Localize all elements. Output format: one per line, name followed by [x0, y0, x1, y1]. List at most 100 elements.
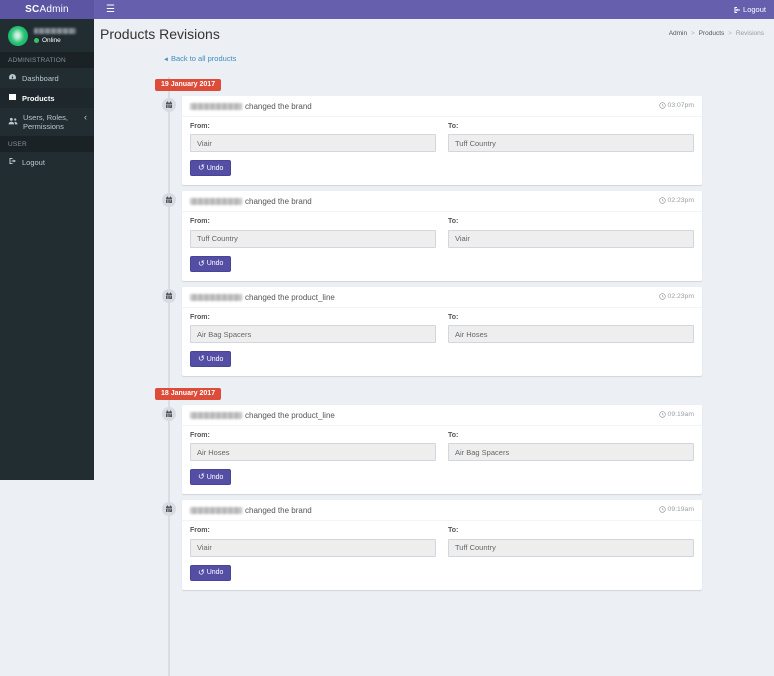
revision-panel: changed the product_line 09:19am From: To: ↺…: [182, 404, 702, 494]
undo-button[interactable]: ↺ Undo: [190, 160, 232, 176]
timestamp: 09:19am: [658, 411, 694, 418]
app-logo-rest: Admin: [39, 4, 69, 15]
sidebar-section-header: ADMINISTRATION: [0, 52, 94, 68]
revision-header: changed the product_line 02:23pm: [182, 287, 702, 308]
top-navbar: SC Admin ☰ Logout: [0, 0, 774, 19]
revision-body: From: To:: [182, 426, 702, 461]
action-text: changed the product_line: [245, 292, 335, 302]
calendar-icon: [162, 193, 176, 207]
calendar-icon: [162, 502, 176, 516]
sidebar-item-label: Dashboard: [22, 73, 59, 83]
user-status: Online: [34, 37, 76, 44]
revision-item: changed the brand 09:19am From: To: ↺Undo: [162, 500, 702, 590]
timeline-line: [168, 77, 170, 676]
revision-panel: changed the brand 09:19am From: To: ↺Undo: [182, 500, 702, 590]
undo-button[interactable]: ↺ Undo: [190, 351, 232, 367]
from-input[interactable]: [190, 443, 436, 461]
from-label: From:: [190, 122, 210, 130]
from-input[interactable]: [190, 325, 436, 343]
sidebar-menu: ADMINISTRATION Dashboard Products Users, Ro…: [0, 52, 94, 172]
action-text: changed the brand: [245, 101, 312, 111]
calendar-icon: [162, 406, 176, 421]
sidebar-user-panel: Online: [0, 19, 94, 52]
online-status-dot: [34, 38, 39, 43]
to-input[interactable]: [448, 134, 694, 152]
from-label: From:: [190, 313, 210, 321]
from-label: From:: [190, 527, 210, 534]
hamburger-icon[interactable]: ☰: [106, 4, 115, 15]
from-input[interactable]: [190, 134, 436, 152]
calendar-icon: [162, 97, 176, 112]
revision-header: changed the brand 02:23pm: [182, 191, 702, 212]
revision-panel: changed the brand 02:23pm From: To: ↺Undo: [182, 191, 702, 281]
topbar-logout-button[interactable]: Logout: [732, 5, 766, 14]
sidebar-section-header: USER: [0, 136, 94, 152]
redacted-username: [190, 198, 242, 206]
undo-button[interactable]: ↺ Undo: [190, 469, 232, 485]
redacted-username: [190, 293, 242, 301]
timestamp-label: 02:23pm: [667, 197, 694, 204]
caret-left-icon: ◄: [163, 57, 169, 63]
revision-header: changed the product_line 09:19am: [182, 405, 702, 426]
undo-label: Undo: [206, 473, 224, 481]
sidebar-item-users-roles-permissions[interactable]: Users, Roles, Permissions ‹: [0, 108, 94, 136]
sidebar-item-products[interactable]: Products: [0, 88, 94, 108]
sidebar-item-dashboard[interactable]: Dashboard: [0, 68, 94, 88]
to-label: To:: [448, 218, 459, 225]
sidebar-item-label: Products: [22, 93, 55, 103]
action-text: changed the product_line: [245, 410, 335, 420]
undo-icon: ↺: [198, 258, 205, 268]
timestamp: 02:23pm: [658, 293, 694, 300]
revision-item: changed the brand 02:23pm From: To: ↺Undo: [162, 191, 702, 281]
undo-icon: ↺: [198, 163, 205, 172]
revision-body: From: To:: [182, 117, 702, 152]
timestamp: 09:19am: [658, 506, 694, 513]
dashboard-icon: [8, 73, 17, 83]
page-title: Products Revisions: [100, 26, 220, 42]
action-text: changed the brand: [245, 197, 312, 206]
breadcrumb: Admin > Products > Revisions: [669, 30, 764, 37]
to-label: To:: [448, 313, 459, 321]
to-input[interactable]: [448, 325, 694, 343]
from-input[interactable]: [190, 229, 436, 248]
to-label: To:: [448, 122, 459, 130]
revision-header: changed the brand 03:07pm: [182, 96, 702, 117]
breadcrumb-item-products[interactable]: Products: [698, 30, 725, 37]
sidebar-item-label: Users, Roles, Permissions: [23, 113, 69, 131]
timestamp-label: 09:19am: [667, 506, 694, 513]
to-label: To:: [448, 527, 459, 534]
to-input[interactable]: [448, 538, 694, 557]
revision-body: From: To:: [182, 308, 702, 343]
revision-item: changed the product_line 09:19am From: To: ↺…: [162, 404, 702, 494]
undo-icon: ↺: [198, 567, 205, 577]
sidebar-item-logout[interactable]: Logout: [0, 152, 94, 172]
redacted-username: [190, 102, 242, 110]
breadcrumb-item-admin[interactable]: Admin: [668, 30, 688, 37]
from-label: From:: [190, 218, 210, 225]
to-label: To:: [448, 431, 459, 439]
from-input[interactable]: [190, 538, 436, 557]
revision-item: changed the brand 03:07pm From: To: ↺Undo: [162, 95, 702, 185]
app-logo[interactable]: SC Admin: [0, 0, 94, 19]
main-content: Products Revisions Admin > Products > Revisi…: [94, 19, 774, 676]
back-to-products-link[interactable]: ◄ Back to all products: [163, 54, 236, 63]
timeline: 19 January 2017 changed the brand 03:07pm F…: [94, 73, 774, 676]
breadcrumb-separator: >: [728, 30, 732, 37]
sign-out-icon: [734, 6, 741, 13]
topbar-logout-label: Logout: [743, 5, 766, 14]
revision-item: changed the product_line 02:23pm From: To: ↺…: [162, 286, 702, 376]
undo-button[interactable]: ↺ Undo: [190, 255, 232, 272]
undo-label: Undo: [206, 164, 224, 172]
breadcrumb-separator: >: [691, 30, 695, 37]
to-input[interactable]: [448, 229, 694, 248]
revision-panel: changed the product_line 02:23pm From: To: ↺…: [182, 286, 702, 376]
user-avatar: [8, 26, 28, 46]
to-input[interactable]: [448, 443, 694, 461]
products-icon: [8, 93, 17, 103]
undo-button[interactable]: ↺ Undo: [190, 564, 232, 581]
revision-body: From: To:: [182, 212, 702, 248]
navbar-main: ☰ Logout: [94, 0, 774, 19]
timestamp-label: 03:07pm: [667, 101, 694, 109]
action-text: changed the brand: [245, 506, 312, 515]
logout-icon: [8, 157, 17, 167]
